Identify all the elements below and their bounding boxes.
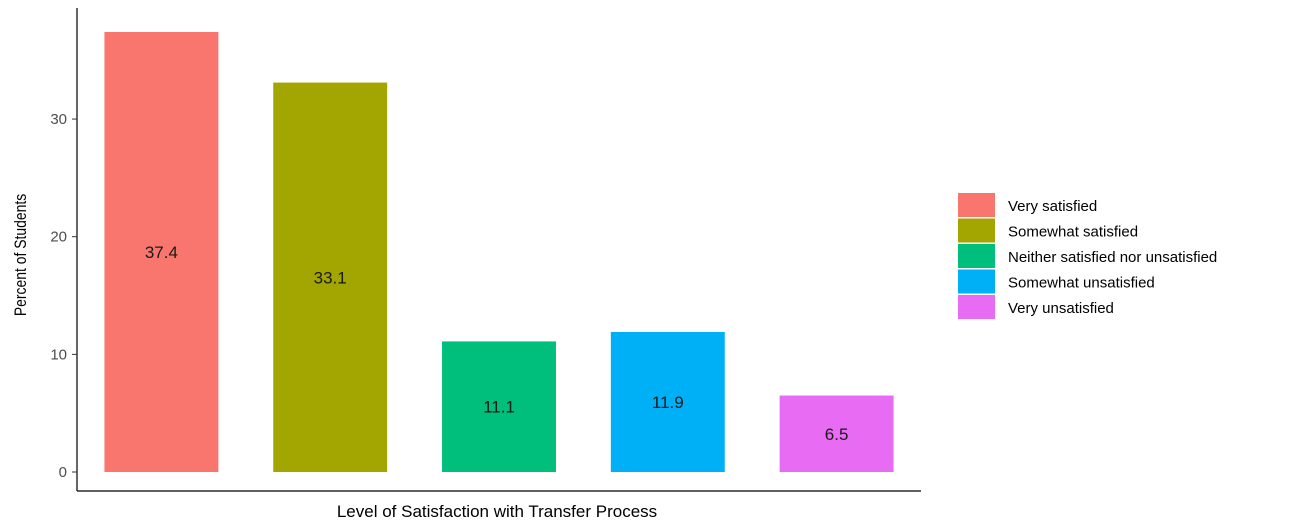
y-tick-label: 0 [59, 464, 67, 481]
y-tick-label: 10 [50, 346, 67, 363]
bar-value-label: 33.1 [314, 268, 347, 287]
legend-label: Very satisfied [1008, 198, 1097, 215]
x-axis-title: Level of Satisfaction with Transfer Proc… [337, 502, 657, 521]
bar-neither-satisfied-nor-unsatisfied [442, 341, 556, 472]
bar-somewhat-unsatisfied [610, 332, 725, 472]
bars-layer [104, 32, 894, 473]
bar-value-label: 37.4 [145, 243, 178, 262]
legend-key [958, 244, 995, 268]
y-tick-label: 20 [50, 229, 67, 246]
legend-label: Somewhat satisfied [1008, 224, 1138, 241]
y-tick-label: 30 [50, 111, 67, 128]
legend-key [958, 295, 995, 319]
bar-value-label: 11.9 [652, 393, 684, 412]
y-axis-ticks: 0 10 20 30 [50, 111, 77, 481]
bar-somewhat-satisfied [273, 82, 388, 473]
bar-very-unsatisfied [779, 395, 894, 472]
bar-very-satisfied [104, 32, 219, 472]
legend-key [958, 218, 995, 243]
legend-label: Neither satisfied nor unsatisfied [1008, 249, 1217, 266]
bar-value-label: 6.5 [825, 425, 849, 444]
legend-key [958, 193, 995, 217]
bar-labels-layer: 37.4 33.1 11.1 11.9 6.5 [145, 243, 849, 444]
legend-key [958, 269, 995, 294]
legend-label: Somewhat unsatisfied [1008, 275, 1155, 292]
legend-label: Very unsatisfied [1008, 300, 1114, 317]
legend: Very satisfied Somewhat satisfied Neither … [958, 193, 1217, 319]
bar-value-label: 11.1 [483, 398, 515, 417]
y-axis-title: Percent of Students [12, 194, 31, 317]
